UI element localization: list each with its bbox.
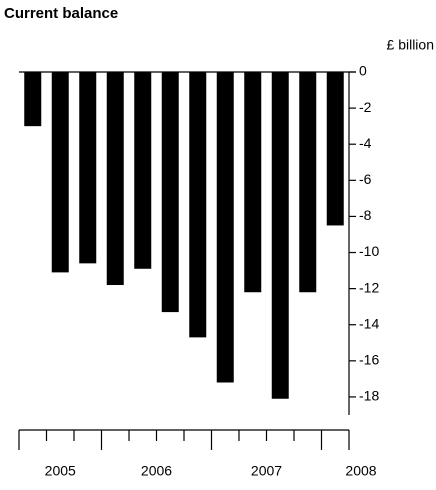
bar — [134, 72, 152, 269]
bar — [161, 72, 179, 313]
bar — [244, 72, 262, 293]
x-tick-label: 2006 — [141, 463, 172, 479]
chart-title: Current balance — [4, 5, 118, 22]
y-tick-label: -4 — [359, 135, 372, 151]
y-tick-label: -14 — [359, 315, 379, 331]
bar — [106, 72, 124, 286]
bar — [326, 72, 344, 226]
bar — [271, 72, 289, 399]
y-tick-label: -12 — [359, 279, 379, 295]
y-tick-label: -8 — [359, 207, 372, 223]
bar — [51, 72, 69, 273]
y-tick-label: -16 — [359, 352, 379, 368]
y-tick-label: -6 — [359, 171, 372, 187]
y-tick-label: -18 — [359, 388, 379, 404]
bar — [24, 72, 42, 127]
bar — [189, 72, 207, 338]
y-axis-label: £ billion — [387, 37, 434, 53]
bar — [216, 72, 234, 383]
y-tick-label: -10 — [359, 243, 379, 259]
bar — [299, 72, 317, 293]
y-tick-label: 0 — [359, 63, 367, 79]
x-tick-label: 2008 — [345, 463, 376, 479]
bar — [79, 72, 97, 264]
x-tick-label: 2005 — [45, 463, 76, 479]
x-tick-label: 2007 — [251, 463, 282, 479]
y-tick-label: -2 — [359, 99, 372, 115]
